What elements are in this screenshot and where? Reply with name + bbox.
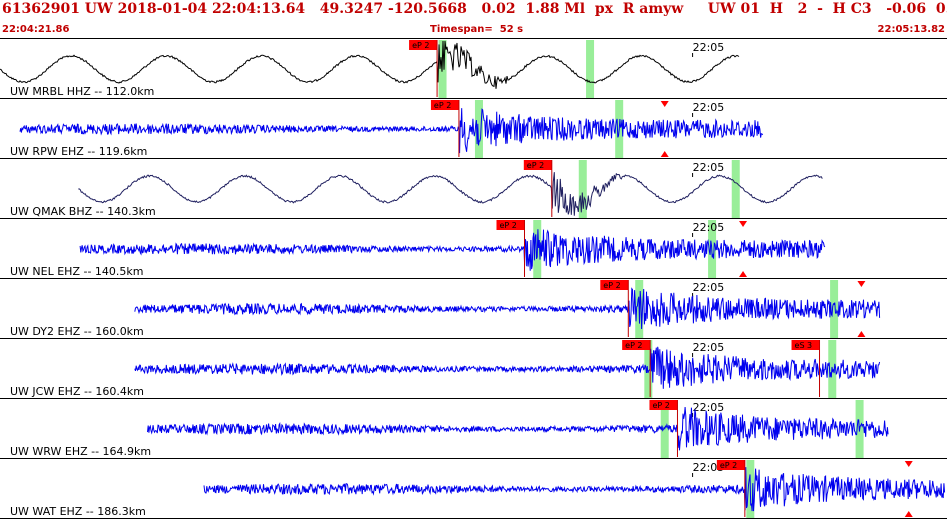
station-label: UW QMAK BHZ -- 140.3km	[10, 205, 156, 218]
pick-label: eS 3	[795, 341, 813, 350]
pick-flag[interactable]	[716, 460, 745, 470]
station-label: UW DY2 EHZ -- 160.0km	[10, 325, 144, 338]
minute-tick-label: 22:05	[693, 41, 725, 54]
arrival-window	[731, 160, 740, 218]
start-time-label: 22:04:21.86	[2, 24, 70, 35]
arrival-window	[586, 40, 595, 98]
header-divider	[0, 38, 947, 39]
station-label: UW NEL EHZ -- 140.5km	[10, 265, 144, 278]
amplitude-marker-top	[857, 281, 866, 287]
end-time-label: 22:05:13.82	[877, 24, 945, 35]
event-summary-text: 61362901 UW 2018-01-04 22:04:13.64 49.32…	[2, 1, 947, 17]
pick-label: eP 2	[603, 281, 620, 290]
time-axis-header: 22:04:21.86 Timespan= 52 s 22:05:13.82	[0, 24, 947, 38]
arrival-window	[830, 280, 839, 338]
amplitude-marker-bottom	[904, 511, 913, 517]
amplitude-marker-bottom	[857, 331, 866, 337]
arrival-window	[578, 160, 587, 218]
pick-label: eP 2	[434, 101, 451, 110]
arrival-window	[644, 340, 653, 398]
station-label: UW RPW EHZ -- 119.6km	[10, 145, 147, 158]
minute-tick-label: 22:05	[693, 101, 725, 114]
amplitude-marker-top	[739, 221, 748, 227]
pick-flag[interactable]	[791, 340, 820, 350]
amplitude-marker-bottom	[739, 271, 748, 277]
waveform-trace[interactable]	[134, 287, 881, 330]
waveform-trace[interactable]	[203, 467, 946, 512]
pick-label: eP 2	[499, 221, 516, 230]
amplitude-marker-top	[904, 461, 913, 467]
pick-flag[interactable]	[649, 400, 678, 410]
minute-tick-label: 22:05	[693, 281, 725, 294]
station-label: UW MRBL HHZ -- 112.0km	[10, 85, 154, 98]
pick-label: eP 2	[412, 41, 429, 50]
pick-flag[interactable]	[523, 160, 552, 170]
amplitude-marker-bottom	[660, 151, 669, 157]
amplitude-marker-top	[660, 101, 669, 107]
waveform-trace[interactable]	[147, 407, 889, 451]
minute-tick-label: 22:05	[693, 461, 725, 474]
waveform-trace[interactable]	[79, 229, 826, 271]
timespan-label: Timespan= 52 s	[430, 24, 524, 35]
event-header: 61362901 UW 2018-01-04 22:04:13.64 49.32…	[0, 0, 947, 22]
station-label: UW WAT EHZ -- 186.3km	[10, 505, 146, 518]
minute-tick-label: 22:05	[693, 341, 725, 354]
station-label: UW WRW EHZ -- 164.9km	[10, 445, 151, 458]
pick-label: eP 2	[527, 161, 544, 170]
pick-flag[interactable]	[622, 340, 651, 350]
pick-label: eP 2	[720, 461, 737, 470]
waveform-trace[interactable]	[19, 108, 764, 154]
minute-tick-label: 22:05	[693, 161, 725, 174]
pick-flag[interactable]	[430, 100, 459, 110]
minute-tick-label: 22:05	[693, 401, 725, 414]
waveform-trace[interactable]	[78, 172, 823, 216]
pick-flag[interactable]	[600, 280, 629, 290]
station-label: UW JCW EHZ -- 160.4km	[10, 385, 144, 398]
pick-label: eP 2	[625, 341, 642, 350]
waveform-trace[interactable]	[0, 40, 740, 89]
minute-tick-label: 22:05	[693, 221, 725, 234]
waveform-trace[interactable]	[134, 346, 881, 389]
arrival-window	[474, 100, 483, 158]
pick-flag[interactable]	[496, 220, 525, 230]
pick-flag[interactable]	[409, 40, 438, 50]
pick-label: eP 2	[652, 401, 669, 410]
